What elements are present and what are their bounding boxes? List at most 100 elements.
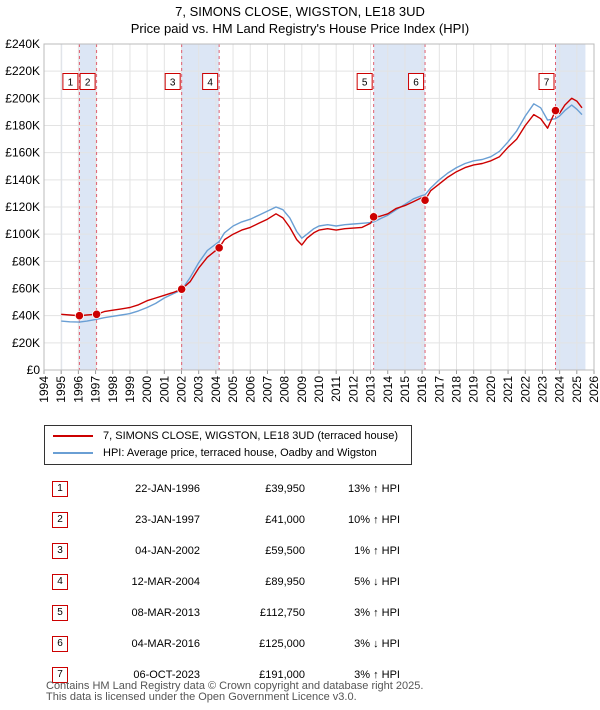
y-tick-label: £0 <box>27 363 41 377</box>
y-tick-label: £100K <box>5 227 40 241</box>
sale-badge: 3 <box>52 542 68 559</box>
sale-date: 04-JAN-2002 <box>135 544 200 557</box>
x-tick-label: 2018 <box>450 376 464 403</box>
chart-badge-box <box>408 73 425 90</box>
table-row: 1 22-JAN-1996 £39,950 13% ↑ HPI <box>40 473 400 504</box>
sale-badge: 2 <box>52 511 68 528</box>
chart-badge-box <box>79 73 96 90</box>
chart-badge: 1 <box>62 73 79 90</box>
x-tick-label: 2017 <box>432 376 446 403</box>
sale-point <box>214 243 224 253</box>
x-tick-label: 2016 <box>415 376 429 403</box>
sale-price: £89,950 <box>265 575 305 588</box>
sale-hpi: 1% ↑ HPI <box>354 544 400 557</box>
sale-point <box>177 284 187 294</box>
legend-hpi-swatch <box>53 452 93 454</box>
sale-hpi: 3% ↓ HPI <box>354 637 400 650</box>
x-tick-label: 1994 <box>37 376 51 403</box>
chart-badge-label: 4 <box>207 78 213 89</box>
x-tick-label: 2010 <box>312 376 326 403</box>
sale-date: 12-MAR-2004 <box>131 575 200 588</box>
footer-line1: Contains HM Land Registry data © Crown c… <box>46 680 424 692</box>
sale-hpi: 5% ↓ HPI <box>354 575 400 588</box>
table-row: 4 12-MAR-2004 £89,950 5% ↓ HPI <box>40 566 400 597</box>
x-tick-label: 2015 <box>398 376 412 403</box>
x-tick-label: 1996 <box>71 376 85 403</box>
x-tick-label: 2020 <box>484 376 498 403</box>
chart-badge-box <box>356 73 373 90</box>
y-axis-ticks: £0 £20K £40K £60K £80K £100K £120K £140K £160K £1… <box>5 37 40 377</box>
chart-badge-box <box>202 73 219 90</box>
chart-title: 7, SIMONS CLOSE, WIGSTON, LE18 3UD <box>175 4 425 19</box>
sale-badge: 6 <box>52 635 68 652</box>
chart-subtitle: Price paid vs. HM Land Registry's House … <box>130 21 470 36</box>
chart-badge: 3 <box>164 73 181 90</box>
legend-hpi-label: HPI: Average price, terraced house, Oadb… <box>103 447 377 459</box>
x-tick-label: 2005 <box>226 376 240 403</box>
x-tick-label: 2009 <box>295 376 309 403</box>
sale-date: 06-OCT-2023 <box>133 668 200 681</box>
x-tick-label: 1995 <box>54 376 68 403</box>
table-row: 5 08-MAR-2013 £112,750 3% ↑ HPI <box>40 597 400 628</box>
chart-badge-box <box>164 73 181 90</box>
sale-date: 23-JAN-1997 <box>135 513 200 526</box>
chart-badge: 2 <box>79 73 96 90</box>
x-tick-label: 2023 <box>535 376 549 403</box>
sale-price: £125,000 <box>259 637 305 650</box>
chart-badge-label: 6 <box>413 78 419 89</box>
y-tick-label: £220K <box>5 64 40 78</box>
sale-point <box>550 105 561 116</box>
x-tick-label: 2006 <box>243 376 257 403</box>
table-row: 7 06-OCT-2023 £191,000 3% ↑ HPI <box>40 659 400 690</box>
x-tick-label: 2002 <box>175 376 189 403</box>
sale-badge: 4 <box>52 573 68 590</box>
sale-date: 04-MAR-2016 <box>131 637 200 650</box>
table-row: 6 04-MAR-2016 £125,000 3% ↓ HPI <box>40 628 400 659</box>
x-tick-label: 2025 <box>570 376 584 403</box>
x-tick-label: 2003 <box>192 376 206 403</box>
plot-border <box>43 43 595 371</box>
x-tick-label: 1998 <box>106 376 120 403</box>
chart-badge: 5 <box>356 73 373 90</box>
legend-property: 7, SIMONS CLOSE, WIGSTON, LE18 3UD (terr… <box>53 428 398 444</box>
y-tick-label: £120K <box>5 200 40 214</box>
sale-point <box>91 309 102 319</box>
chart-badge-box <box>62 73 79 90</box>
chart-badge: 7 <box>538 73 555 90</box>
sale-date: 22-JAN-1996 <box>135 482 200 495</box>
sale-badge: 7 <box>52 666 68 683</box>
table-row: 2 23-JAN-1997 £41,000 10% ↑ HPI <box>40 504 400 535</box>
sale-price: £191,000 <box>259 668 305 681</box>
sale-price: £112,750 <box>259 606 305 619</box>
chart-badge-label: 7 <box>544 78 550 89</box>
x-tick-label: 2007 <box>260 376 274 403</box>
sale-hpi: 13% ↑ HPI <box>348 482 400 495</box>
legend-property-swatch <box>53 435 93 437</box>
y-tick-label: £40K <box>12 309 40 323</box>
chart-badge-box <box>538 73 555 90</box>
sales-table: 1 22-JAN-1996 £39,950 13% ↑ HPI 2 23-JAN… <box>40 473 400 690</box>
y-tick-label: £140K <box>5 173 40 187</box>
sale-point <box>369 212 379 222</box>
table-row: 3 04-JAN-2002 £59,500 1% ↑ HPI <box>40 535 400 566</box>
x-tick-label: 2013 <box>364 376 378 403</box>
legend-hpi: HPI: Average price, terraced house, Oadb… <box>53 445 377 461</box>
chart-badge: 6 <box>408 73 425 90</box>
chart-badge-label: 5 <box>362 78 368 89</box>
chart-badge-label: 1 <box>68 78 74 89</box>
sale-badge: 5 <box>52 604 68 621</box>
grid-lines <box>43 43 595 371</box>
x-tick-label: 2001 <box>157 376 171 403</box>
x-tick-label: 1999 <box>123 376 137 403</box>
series-line <box>61 103 583 323</box>
sale-badge: 1 <box>52 480 68 497</box>
x-tick-label: 2000 <box>140 376 154 403</box>
x-tick-label: 2026 <box>587 376 600 403</box>
chart-badge-label: 3 <box>170 78 176 89</box>
sale-hpi: 10% ↑ HPI <box>348 513 400 526</box>
x-tick-label: 2022 <box>518 376 532 403</box>
sale-points <box>74 105 561 321</box>
legend: 7, SIMONS CLOSE, WIGSTON, LE18 3UD (terr… <box>44 425 412 465</box>
